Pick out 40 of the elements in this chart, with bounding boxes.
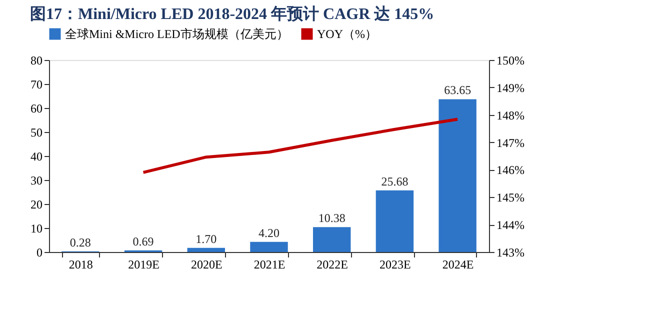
bar	[313, 227, 351, 252]
y2-tick-label: 148%	[496, 108, 524, 122]
bar	[376, 190, 414, 252]
y-tick-label: 70	[30, 78, 42, 92]
y-tick-label: 0	[36, 246, 42, 260]
y-tick-label: 80	[30, 54, 42, 68]
y-tick-label: 40	[30, 150, 42, 164]
x-tick-label: 2023E	[380, 258, 411, 272]
y2-tick-label: 150%	[496, 54, 524, 68]
x-tick-label: 2024E	[442, 258, 474, 272]
data-label: 10.38	[318, 211, 346, 226]
legend-label: YOY（%）	[317, 27, 377, 41]
x-tick-label: 2021E	[254, 258, 286, 272]
data-label: 1.70	[196, 232, 217, 246]
data-label: 4.20	[258, 226, 280, 240]
y-tick-label: 60	[30, 102, 42, 116]
y-tick-label: 50	[30, 126, 42, 140]
y2-tick-label: 149%	[496, 80, 524, 95]
y2-tick-label: 144%	[496, 218, 524, 232]
y2-tick-label: 146%	[496, 163, 524, 178]
chart-title: 图17：Mini/Micro LED 2018-2024 年预计 CAGR 达 145%	[30, 5, 434, 23]
data-label: 25.68	[381, 174, 408, 188]
data-label: 0.28	[70, 235, 91, 250]
y2-tick-label: 145%	[496, 190, 524, 205]
x-tick-label: 2018	[68, 258, 93, 272]
legend-label: 全球Mini &Micro LED市场规模（亿美元）	[65, 27, 288, 41]
y-tick-label: 10	[30, 222, 42, 236]
bar	[250, 242, 288, 252]
y2-tick-label: 143%	[496, 246, 524, 260]
y-tick-label: 20	[30, 198, 42, 212]
bar	[187, 248, 225, 252]
x-tick-label: 2022E	[316, 258, 348, 272]
y-tick-label: 30	[30, 174, 42, 188]
y2-tick-label: 147%	[496, 136, 524, 150]
x-tick-label: 2019E	[128, 258, 160, 272]
x-tick-label: 2020E	[190, 258, 222, 272]
data-label: 63.65	[444, 83, 472, 98]
bar	[438, 99, 476, 252]
data-label: 0.69	[132, 234, 154, 248]
line-series	[142, 118, 460, 174]
